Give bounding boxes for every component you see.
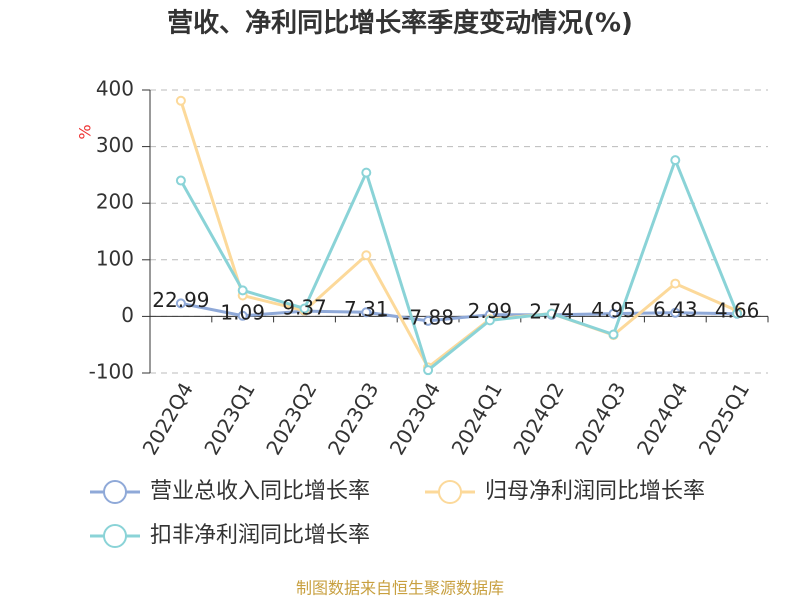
y-tick-label: 300 xyxy=(96,133,134,157)
chart-title: 营收、净利同比增长率季度变动情况(%) xyxy=(167,8,633,39)
data-point xyxy=(299,303,310,314)
data-point xyxy=(175,298,186,309)
data-point xyxy=(361,167,372,178)
data-point xyxy=(237,310,248,321)
data-point xyxy=(484,315,495,326)
y-tick-label: 0 xyxy=(121,303,134,327)
x-tick-label: 2024Q4 xyxy=(632,378,692,459)
data-label: 2.99 xyxy=(468,299,513,323)
x-tick-label: 2025Q1 xyxy=(694,378,754,459)
data-point xyxy=(175,95,186,106)
series-line xyxy=(180,301,738,323)
data-point xyxy=(732,308,743,319)
data-label: 4.66 xyxy=(715,298,760,322)
y-tick-label: 100 xyxy=(96,246,134,270)
data-label: 7.31 xyxy=(344,297,389,321)
legend-marker xyxy=(103,480,127,504)
y-tick-label: 400 xyxy=(96,77,134,101)
data-point xyxy=(361,250,372,261)
data-label: -7.88 xyxy=(402,305,454,329)
y-tick-label: -100 xyxy=(89,360,134,384)
x-tick-label: 2023Q2 xyxy=(261,378,321,459)
data-label: 22.99 xyxy=(152,288,209,312)
x-tick-label: 2023Q3 xyxy=(323,378,383,459)
data-point xyxy=(670,278,681,289)
data-label: 2.74 xyxy=(529,299,574,323)
x-tick-label: 2024Q1 xyxy=(447,378,507,459)
data-label: 4.95 xyxy=(591,298,636,322)
data-label: 6.43 xyxy=(653,297,698,321)
data-point xyxy=(175,175,186,186)
y-axis-label: % xyxy=(76,124,95,139)
x-tick-label: 2022Q4 xyxy=(138,378,198,459)
data-point xyxy=(608,329,619,340)
x-tick-label: 2023Q4 xyxy=(385,378,445,459)
legend-marker xyxy=(438,480,462,504)
data-label: 1.09 xyxy=(220,300,265,324)
data-point xyxy=(361,307,372,318)
data-point xyxy=(237,285,248,296)
data-label: 9.37 xyxy=(282,296,327,320)
source-note: 制图数据来自恒生聚源数据库 xyxy=(296,579,504,598)
legend-label: 营业总收入同比增长率 xyxy=(150,479,370,504)
data-point xyxy=(423,315,434,326)
legend-label: 归母净利润同比增长率 xyxy=(485,479,705,504)
series-line xyxy=(179,155,739,373)
series-line xyxy=(179,100,738,370)
data-point xyxy=(546,308,557,319)
x-tick-label: 2024Q2 xyxy=(508,378,568,459)
data-point xyxy=(670,307,681,318)
y-tick-label: 200 xyxy=(96,190,134,214)
data-point xyxy=(670,155,681,166)
x-tick-label: 2023Q1 xyxy=(199,378,259,459)
legend-marker xyxy=(103,524,127,548)
x-tick-label: 2024Q3 xyxy=(570,378,630,459)
data-point xyxy=(423,365,434,376)
legend-label: 扣非净利润同比增长率 xyxy=(150,523,370,548)
data-point xyxy=(608,308,619,319)
